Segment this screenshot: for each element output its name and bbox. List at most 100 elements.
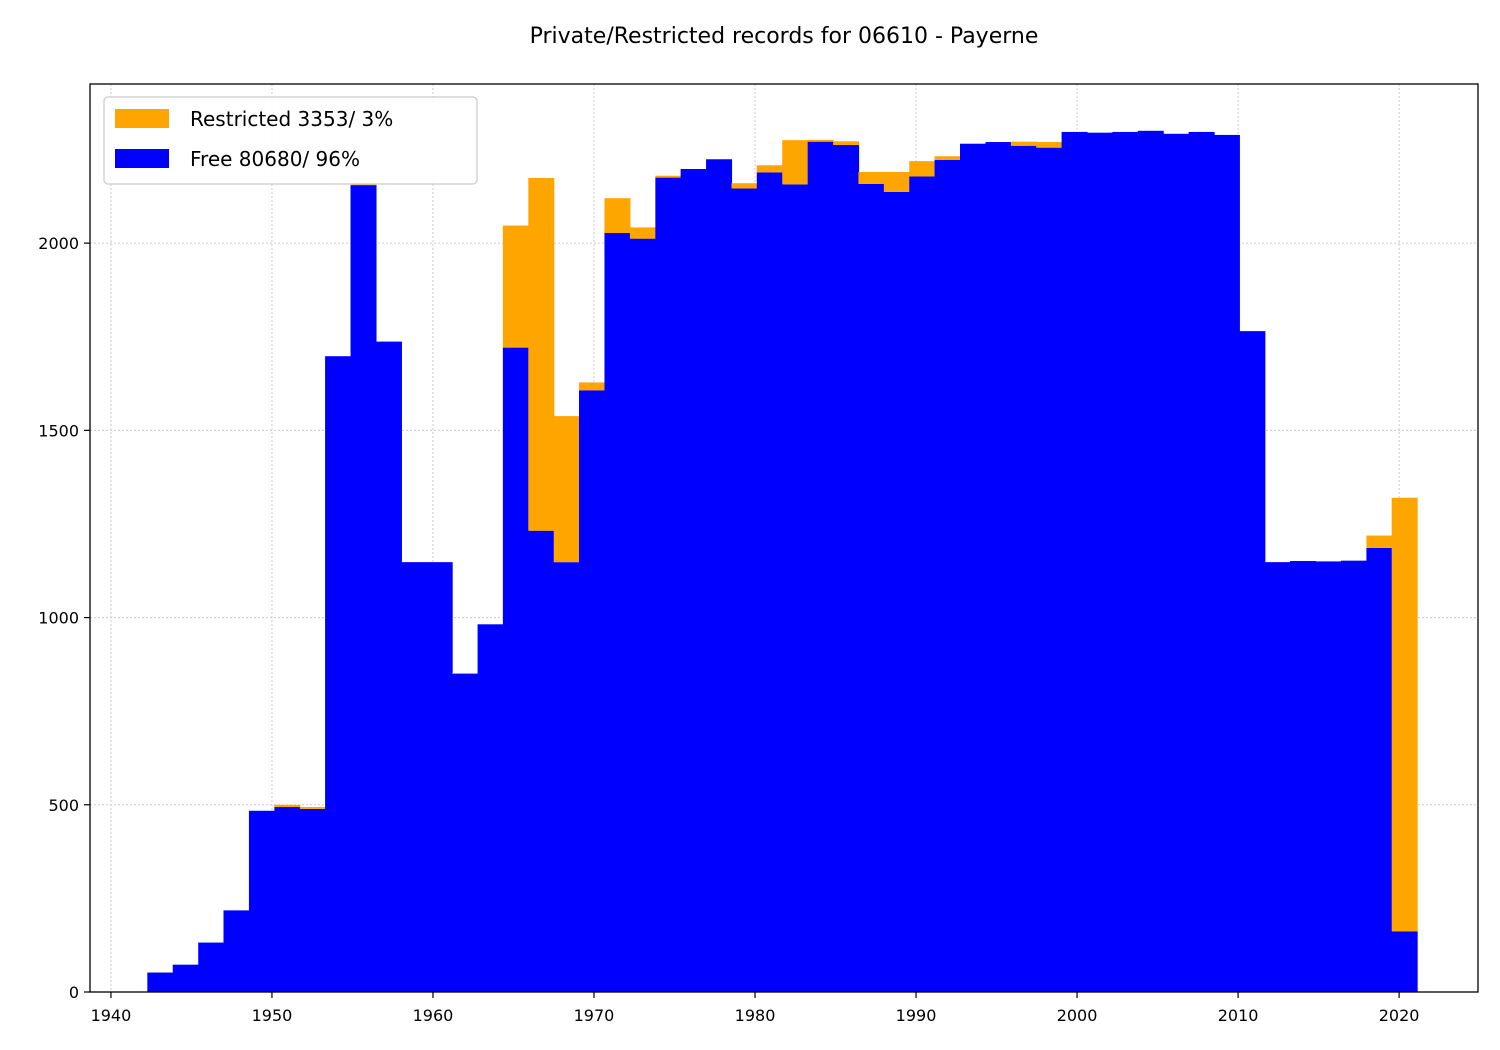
bar-free [502, 347, 529, 992]
bar-free [325, 356, 352, 992]
y-tick-label: 1500 [38, 421, 79, 440]
bar-free [858, 183, 885, 992]
legend-box [103, 96, 478, 185]
bar-restricted [883, 171, 910, 192]
x-tick-label: 2020 [1379, 1006, 1420, 1025]
bar-restricted [528, 177, 555, 531]
bar-free [401, 562, 428, 992]
bar-free [1010, 145, 1037, 993]
y-tick-label: 0 [69, 983, 79, 1002]
x-tick-label: 1970 [574, 1006, 615, 1025]
bar-free [1137, 130, 1164, 992]
bar-free [706, 159, 733, 992]
x-axis: 1940 1950 1960 1970 1980 1990 2000 2010 2020 [91, 992, 1420, 1025]
bar-free [883, 191, 910, 993]
y-axis: 0 500 1000 1500 2000 [38, 234, 90, 1002]
bar-free [1036, 147, 1063, 992]
bar-free [223, 910, 250, 992]
bar-free [350, 185, 377, 992]
bar-free [1366, 547, 1393, 992]
bar-restricted [782, 140, 809, 185]
bar-restricted [1036, 142, 1063, 148]
x-tick-label: 2010 [1218, 1006, 1259, 1025]
bar-restricted [629, 227, 656, 239]
bar-free [731, 188, 758, 992]
bar-free [680, 168, 707, 993]
x-tick-label: 2000 [1057, 1006, 1098, 1025]
bar-free [1087, 132, 1114, 993]
bar-restricted [756, 165, 783, 173]
legend-label-restricted: Restricted 3353/ 3% [190, 107, 393, 131]
bar-free [1340, 560, 1367, 992]
bar-restricted [502, 225, 529, 348]
bar-free [198, 942, 225, 992]
bar-restricted [858, 171, 885, 184]
bar-restricted [299, 807, 326, 809]
bar-free [1239, 331, 1266, 993]
bar-free [147, 972, 174, 992]
bar-free [477, 624, 504, 992]
bar-free [375, 341, 402, 993]
bar-restricted [1366, 535, 1393, 548]
bar-restricted [604, 198, 631, 234]
bar-free [452, 673, 479, 992]
bar-free [426, 562, 453, 992]
x-tick-label: 1960 [413, 1006, 454, 1025]
bar-free [1391, 931, 1418, 992]
bar-free [959, 143, 986, 992]
bar-free [782, 184, 809, 993]
bar-free [833, 145, 860, 992]
bar-restricted [655, 175, 682, 178]
x-tick-label: 1980 [735, 1006, 776, 1025]
bar-free [1163, 133, 1190, 993]
plot-frame [89, 83, 1479, 993]
bar-free [1290, 561, 1317, 992]
bar-restricted [909, 161, 936, 177]
chart-title: Private/Restricted records for 06610 - P… [530, 24, 1039, 49]
bar-free [1112, 131, 1139, 992]
legend: Restricted 3353/ 3% Free 80680/ 96% [103, 96, 478, 185]
bar-free [248, 810, 275, 992]
bar-restricted [934, 156, 961, 161]
bar-restricted [807, 139, 834, 142]
bar-free [1213, 134, 1240, 993]
bar-restricted [579, 382, 606, 391]
legend-swatch-restricted [115, 109, 169, 128]
bar-restricted [833, 141, 860, 146]
bar-free [172, 964, 199, 992]
legend-swatch-free [115, 149, 169, 168]
bar-free [934, 160, 961, 993]
bars [147, 130, 1418, 993]
bar-free [579, 390, 606, 992]
x-tick-label: 1950 [252, 1006, 293, 1025]
y-tick-label: 2000 [38, 234, 79, 253]
y-tick-label: 1000 [38, 609, 79, 628]
bar-free [553, 562, 580, 992]
bar-restricted [452, 672, 479, 674]
bar-restricted [731, 183, 758, 189]
x-tick-label: 1940 [91, 1006, 132, 1025]
bar-free [629, 238, 656, 993]
legend-label-free: Free 80680/ 96% [190, 147, 360, 171]
bar-free [909, 176, 936, 992]
bar-restricted [959, 143, 986, 144]
bar-free [604, 233, 631, 993]
bar-restricted [553, 416, 580, 563]
x-tick-label: 1990 [896, 1006, 937, 1025]
bar-free [807, 141, 834, 993]
bar-free [1315, 561, 1342, 992]
bar-free [1061, 131, 1088, 992]
bar-free [274, 807, 301, 992]
bar-restricted [274, 804, 301, 808]
bar-free [1264, 562, 1291, 992]
bar-free [1188, 131, 1215, 992]
bar-restricted [1010, 141, 1037, 146]
bar-restricted [1391, 497, 1418, 932]
bar-free [756, 172, 783, 992]
y-tick-label: 500 [48, 796, 79, 815]
bar-free [299, 808, 326, 992]
bar-free [985, 142, 1012, 992]
bar-free [528, 530, 555, 992]
bar-free [655, 177, 682, 992]
